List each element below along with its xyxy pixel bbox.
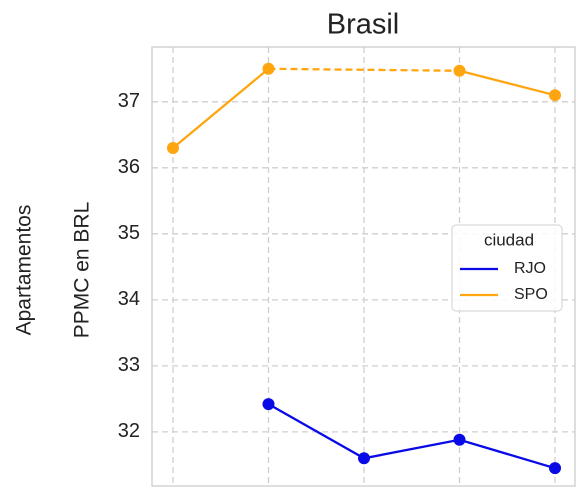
y-tick-label: 37 <box>118 90 140 112</box>
legend-title: ciudad <box>484 230 534 249</box>
gap-connector <box>268 67 460 72</box>
legend-label: SPO <box>514 286 548 303</box>
legend-label: RJO <box>514 260 546 277</box>
legend-box <box>451 224 563 312</box>
y-axis-label: Apartamentos <box>13 205 36 336</box>
point <box>453 64 466 77</box>
point <box>549 462 561 475</box>
y-tick-label: 35 <box>118 222 140 244</box>
y-tick-label: 33 <box>118 354 140 376</box>
series-line <box>459 69 556 97</box>
point <box>549 89 561 102</box>
y-axis-label: PPMC en BRL <box>71 202 94 339</box>
y-tick-label: 36 <box>118 156 140 178</box>
point <box>167 142 179 155</box>
chart-title: Brasil <box>327 9 400 41</box>
y-tick-label: 32 <box>118 420 140 442</box>
point <box>262 398 275 411</box>
series-line <box>172 67 270 149</box>
y-tick-label: 34 <box>118 288 140 310</box>
series-line <box>267 403 556 470</box>
point <box>262 62 275 75</box>
point <box>358 452 370 465</box>
point <box>453 433 466 446</box>
